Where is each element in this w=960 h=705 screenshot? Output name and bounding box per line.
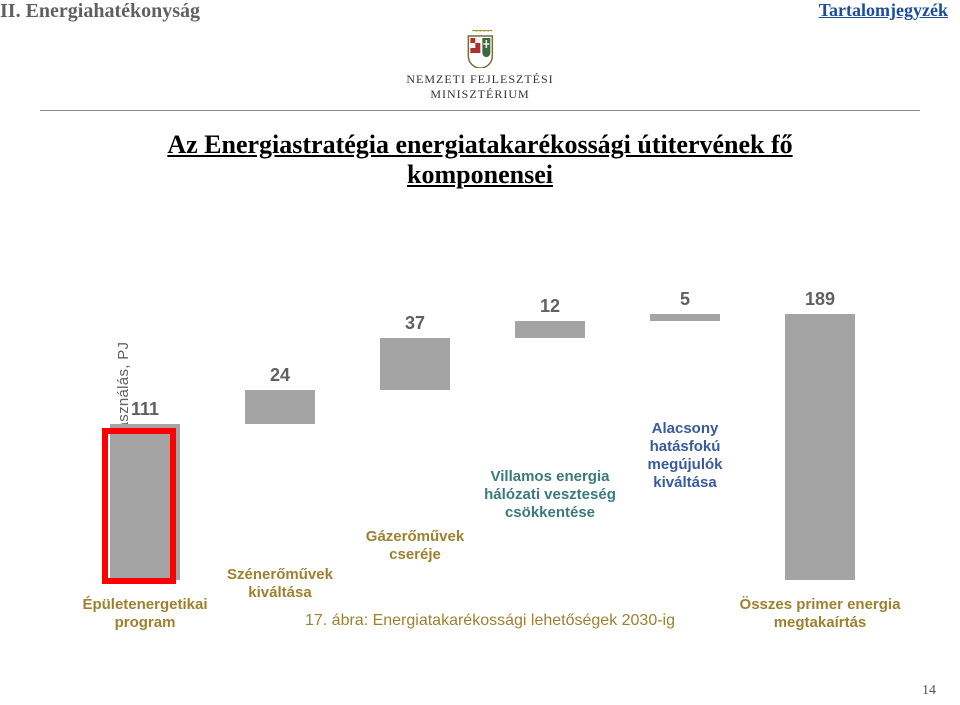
bar-value-alacsony: 5 [640, 289, 730, 310]
main-title-line1: Az Energiastratégia energiatakarékossági… [167, 130, 792, 159]
bar-gazeromuvek [380, 338, 450, 390]
toc-link[interactable]: Tartalomjegyzék [819, 0, 948, 26]
bar-osszes [785, 314, 855, 580]
bar-value-villamos: 12 [505, 296, 595, 317]
ministry-logo-block: NEMZETI FEJLESZTÉSI MINISZTÉRIUM [406, 30, 553, 102]
bar-highlight-epuletenergetikai [102, 428, 176, 584]
bar-value-szeneromuvek: 24 [235, 365, 325, 386]
figure-caption: 17. ábra: Energiatakarékossági lehetőség… [70, 612, 910, 630]
main-title: Az Energiastratégia energiatakarékossági… [0, 130, 960, 190]
section-title: II. Energiahatékonyság [0, 0, 200, 26]
bar-alacsony [650, 314, 720, 321]
ministry-name-line2: MINISZTÉRIUM [406, 87, 553, 102]
bar-szeneromuvek [245, 390, 315, 424]
ministry-name-line1: NEMZETI FEJLESZTÉSI [406, 72, 553, 87]
crest-icon [464, 30, 496, 68]
bar-label-gazeromuvek: Gázerőművekcseréje [325, 528, 505, 564]
header-row: II. Energiahatékonyság Tartalomjegyzék [0, 0, 960, 26]
bar-label-szeneromuvek: Szénerőművekkiváltása [190, 566, 370, 602]
page-number: 14 [922, 683, 936, 699]
bar-villamos [515, 321, 585, 338]
waterfall-chart: Primerenergia felhasználás, PJ 111Épület… [70, 260, 910, 640]
bar-label-alacsony: Alacsonyhatásfokúmegújulókkiváltása [595, 420, 775, 492]
bar-value-gazeromuvek: 37 [370, 313, 460, 334]
header-divider [40, 110, 920, 111]
bar-value-osszes: 189 [775, 289, 865, 310]
main-title-line2: komponensei [407, 160, 553, 189]
bar-value-epuletenergetikai: 111 [100, 399, 190, 420]
